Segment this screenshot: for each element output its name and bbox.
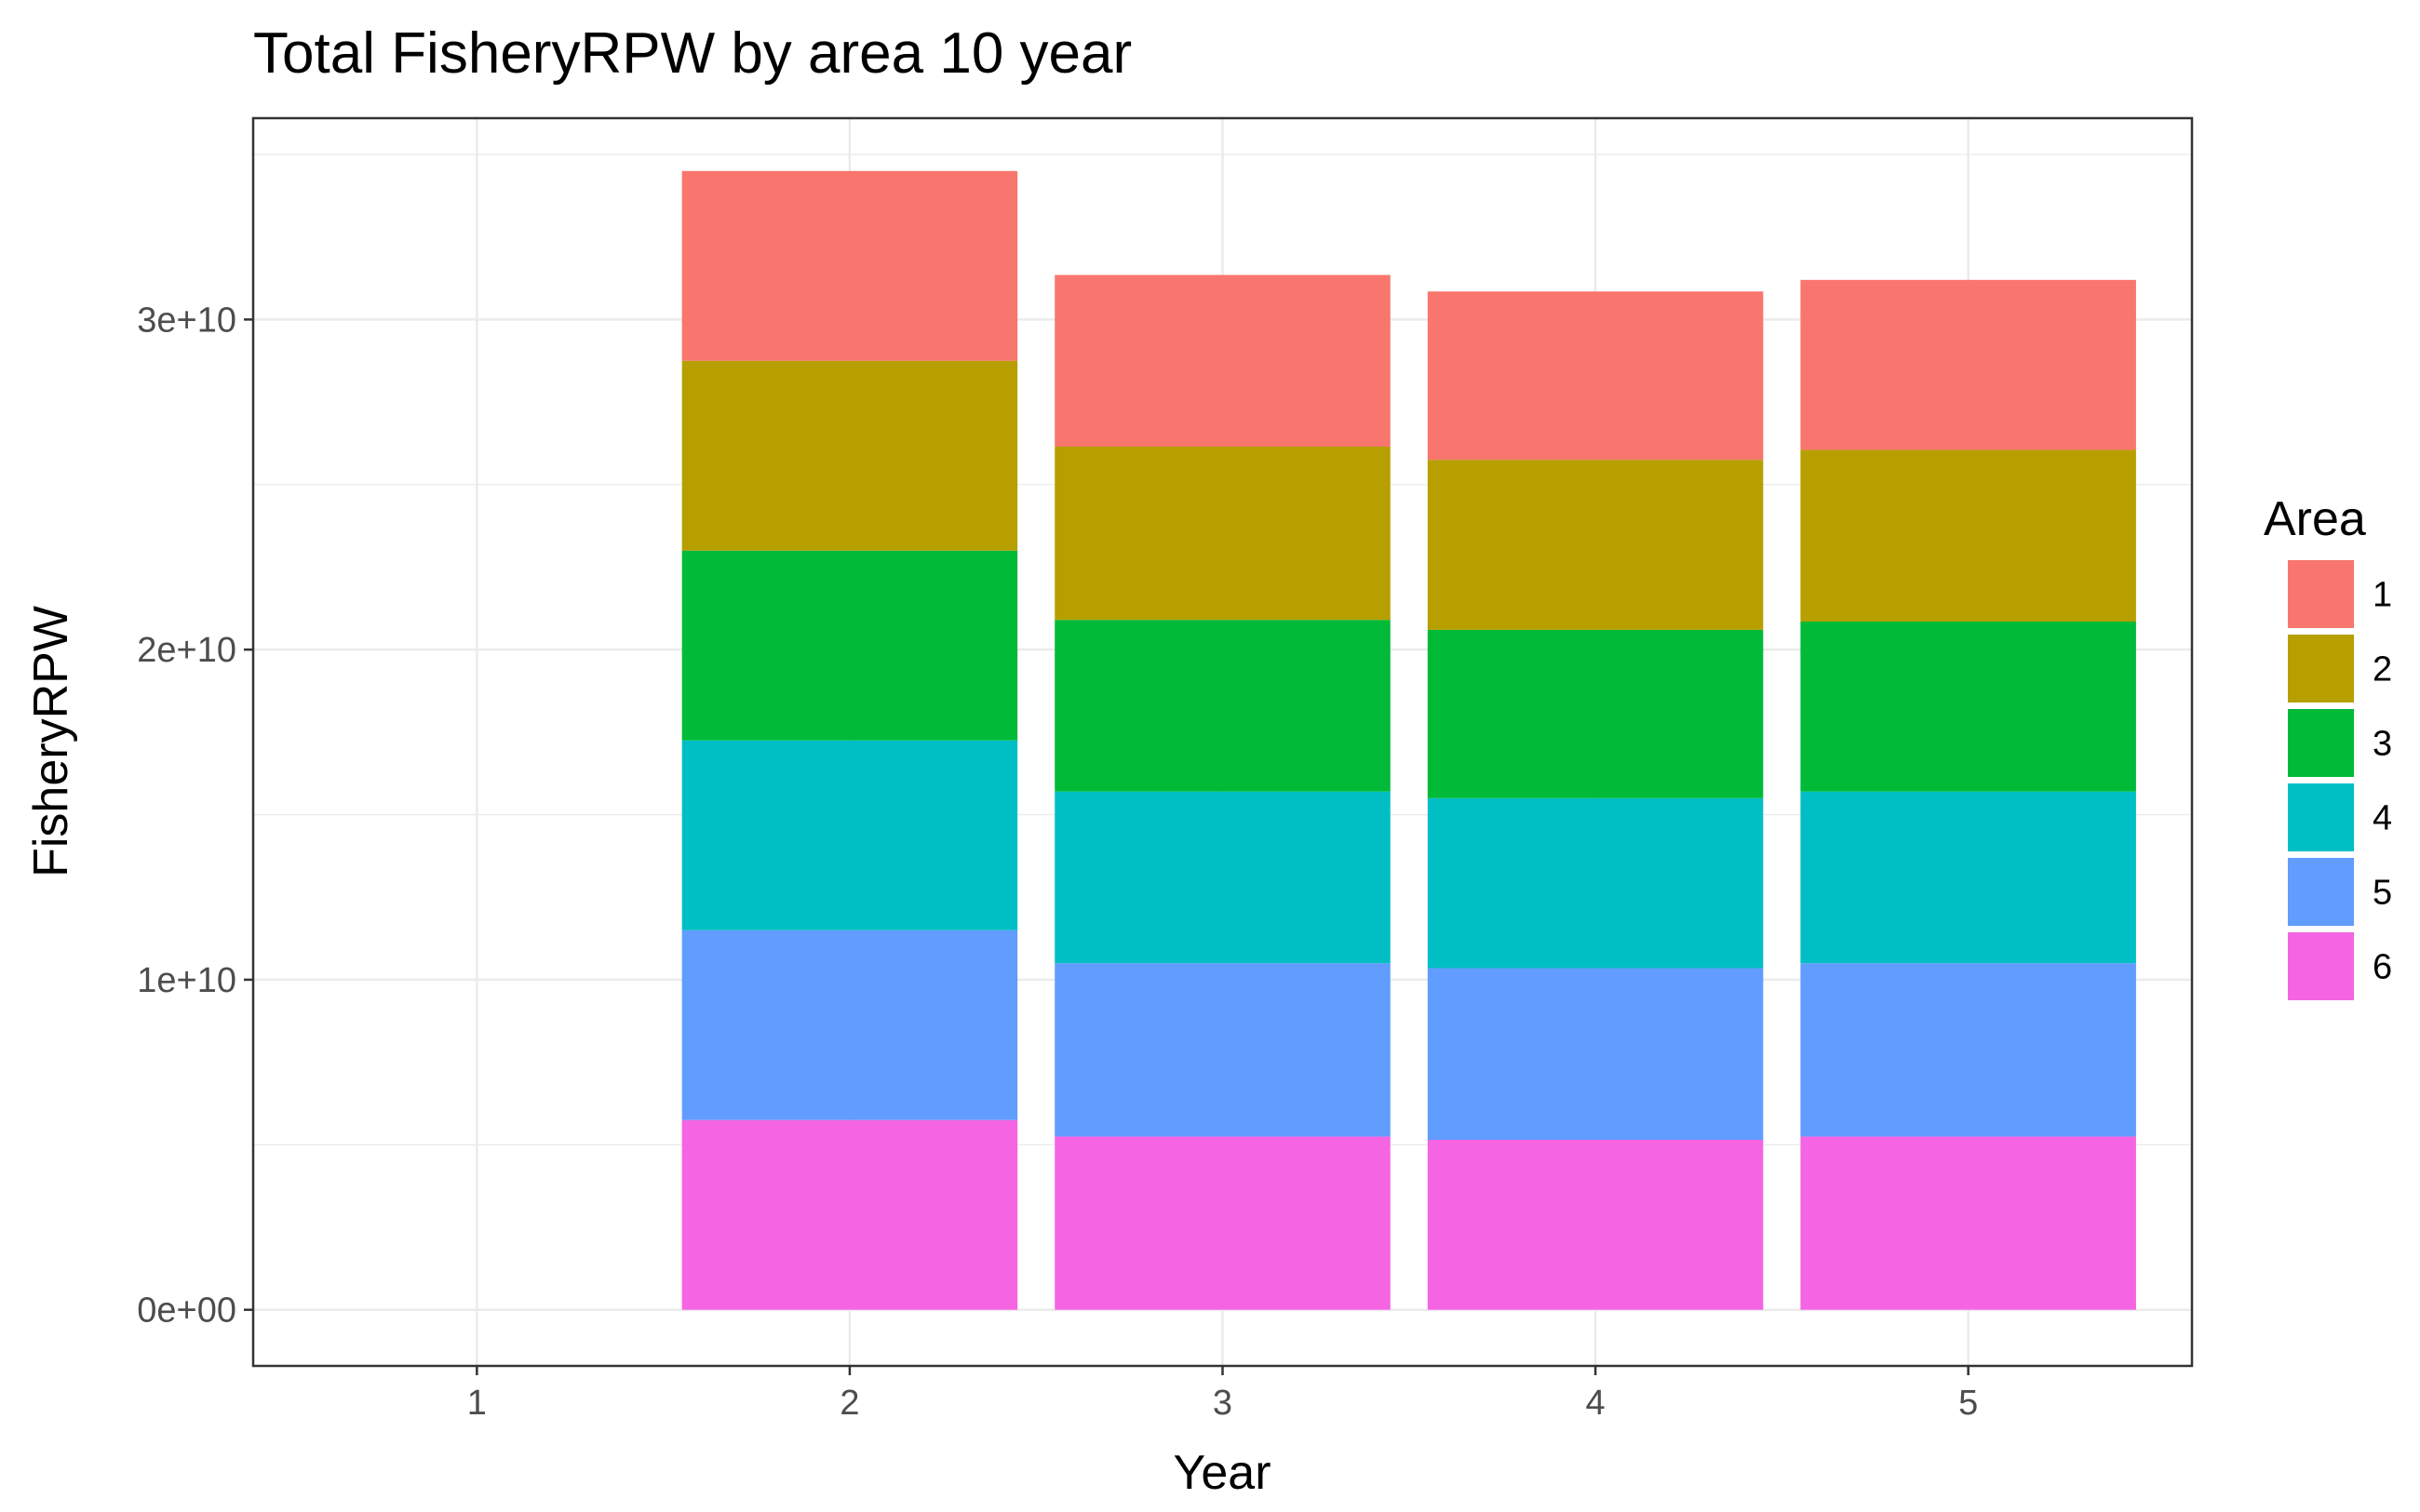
chart-title: Total FisheryRPW by area 10 year <box>253 21 1132 86</box>
bar-year-5-area-5 <box>1800 963 2136 1137</box>
x-tick-label: 4 <box>1586 1384 1606 1423</box>
bar-year-3-area-2 <box>1055 446 1391 621</box>
bar-year-5-area-4 <box>1800 791 2136 964</box>
bar-year-3-area-1 <box>1055 274 1391 447</box>
bar-year-2-area-6 <box>681 1119 1018 1310</box>
legend-key-6 <box>2288 932 2354 1000</box>
x-axis-ticks: 1 2 3 4 5 <box>467 1366 1978 1423</box>
x-tick-label: 5 <box>1958 1384 1978 1423</box>
legend-key-4 <box>2288 783 2354 851</box>
bar-year-4-area-6 <box>1427 1139 1764 1310</box>
x-tick-label: 1 <box>467 1384 487 1423</box>
bar-year-2-area-3 <box>681 550 1018 741</box>
legend-key-1 <box>2288 560 2354 628</box>
x-axis-title: Year <box>1173 1446 1270 1500</box>
bar-year-5-area-6 <box>1800 1136 2136 1310</box>
bar-year-3-area-3 <box>1055 620 1391 792</box>
bar-year-2-area-2 <box>681 360 1018 551</box>
y-tick-label: 3e+10 <box>137 301 236 340</box>
legend-key-5 <box>2288 858 2354 926</box>
bar-year-5-area-2 <box>1800 449 2136 622</box>
bar-year-3-area-4 <box>1055 791 1391 964</box>
legend-label: 6 <box>2373 948 2392 987</box>
bar-year-2-area-1 <box>681 170 1018 361</box>
y-tick-label: 2e+10 <box>137 631 236 670</box>
bar-year-5-area-1 <box>1800 279 2136 450</box>
legend-label: 1 <box>2373 576 2392 615</box>
bar-year-4-area-2 <box>1427 460 1764 630</box>
bar-year-3-area-5 <box>1055 963 1391 1137</box>
legend: Area 1 2 3 4 5 6 <box>2264 492 2392 1000</box>
x-tick-label: 3 <box>1213 1384 1232 1423</box>
bar-year-2-area-4 <box>681 740 1018 930</box>
bar-year-4-area-5 <box>1427 968 1764 1140</box>
legend-title: Area <box>2264 492 2366 546</box>
legend-label: 5 <box>2373 874 2392 913</box>
bar-year-4-area-4 <box>1427 797 1764 969</box>
bar-year-3-area-6 <box>1055 1136 1391 1310</box>
bar-stacks <box>681 170 2136 1310</box>
y-axis-ticks: 0e+00 1e+10 2e+10 3e+10 <box>137 301 253 1331</box>
legend-label: 3 <box>2373 725 2392 764</box>
bar-year-5-area-3 <box>1800 622 2136 792</box>
legend-key-2 <box>2288 635 2354 702</box>
legend-key-3 <box>2288 709 2354 777</box>
bar-year-2-area-5 <box>681 930 1018 1120</box>
bar-year-4-area-3 <box>1427 629 1764 798</box>
legend-label: 2 <box>2373 650 2392 689</box>
x-tick-label: 2 <box>840 1384 859 1423</box>
y-tick-label: 1e+10 <box>137 961 236 1000</box>
legend-label: 4 <box>2373 799 2392 838</box>
y-axis-title: FisheryRPW <box>24 606 78 877</box>
y-tick-label: 0e+00 <box>137 1291 236 1331</box>
bar-year-4-area-1 <box>1427 291 1764 461</box>
